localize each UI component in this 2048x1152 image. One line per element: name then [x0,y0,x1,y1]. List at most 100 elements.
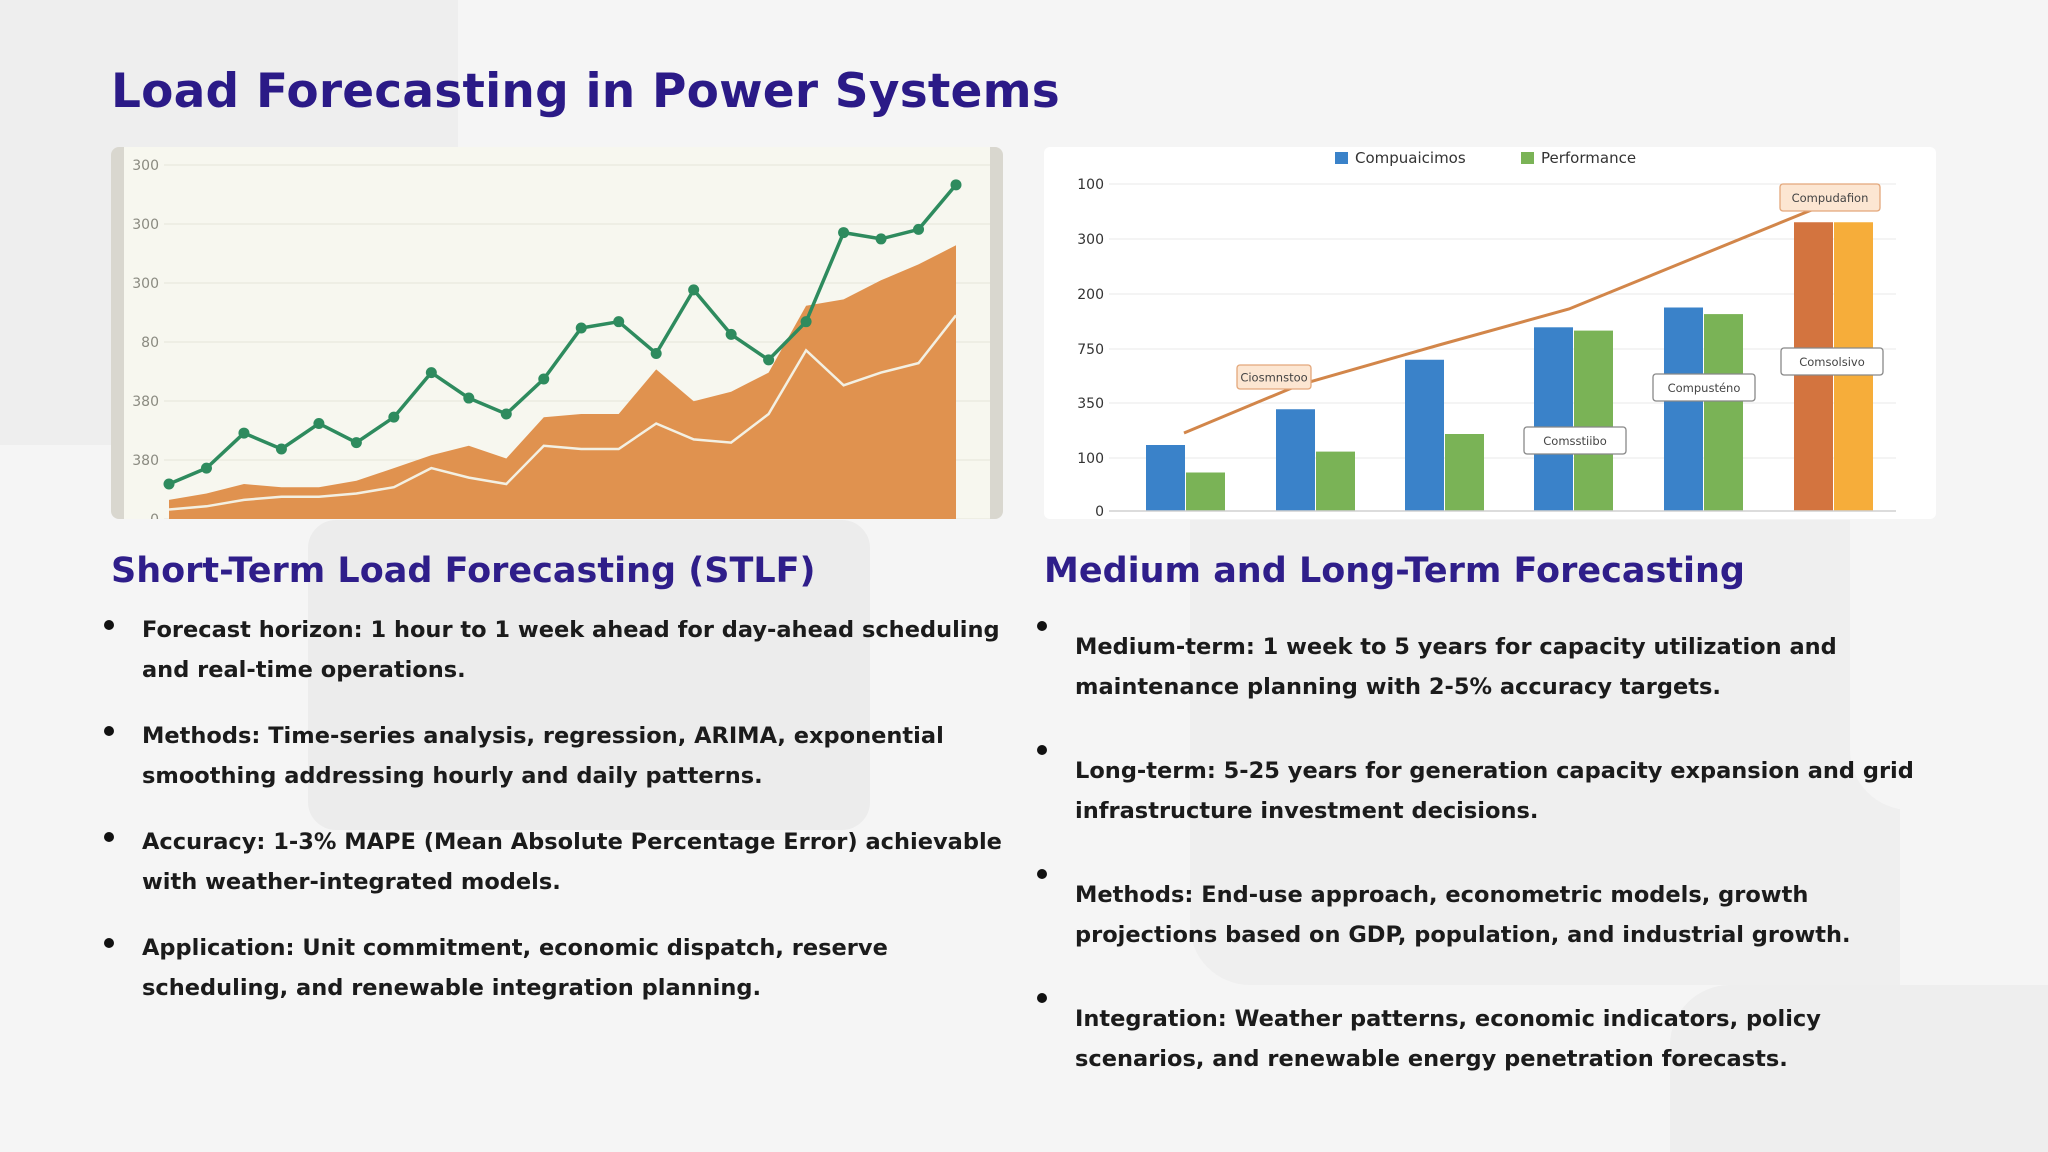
legend-swatch [1335,152,1348,164]
chart-point [163,478,175,490]
annotation-box [1523,426,1627,455]
chart-point [763,354,775,366]
chart-point [463,392,475,404]
stlf-chart-panel: 300 300 300 80 380 380 0 [111,147,1003,519]
chart-point [613,316,625,328]
annotation-label: Comsstiibo [1543,434,1607,448]
list-item: Accuracy: 1-3% MAPE (Mean Absolute Perce… [104,822,1012,902]
chart-point [838,227,850,239]
bullet-text: Methods: End-use approach, econometric m… [1075,882,1851,948]
mltf-chart-panel: 100 300 200 750 350 100 0 Compuaicimos Performa… [1044,147,1936,519]
y-tick-label: 380 [132,453,159,469]
y-tick-label: 100 [1077,451,1104,467]
bar [1664,307,1703,511]
bullet-text: Methods: Time-series analysis, regressio… [142,723,944,789]
bar [1146,445,1185,511]
bar [1405,359,1444,511]
chart-point [500,408,512,420]
chart-area-upper [169,245,956,519]
list-item: Forecast horizon: 1 hour to 1 week ahead… [104,610,1012,690]
annotation-box [1779,183,1881,212]
bullet-icon [104,938,114,948]
bar [1316,451,1355,511]
bullet-text: Application: Unit commitment, economic d… [142,935,888,1001]
chart-point [538,373,550,385]
bar [1186,472,1225,511]
chart-point [350,437,362,449]
list-item: Long-term: 5-25 years for generation cap… [1037,745,1945,831]
background-shape [1670,985,2048,1152]
y-tick-label: 0 [1095,504,1104,519]
y-tick-label: 0 [150,512,159,519]
y-tick-label: 80 [141,335,159,351]
annotation-box [1780,347,1884,376]
stlf-chart-canvas: 300 300 300 80 380 380 0 [124,147,990,519]
annotation-label: Ciosmnstoo [1240,371,1307,385]
slide-title: Load Forecasting in Power Systems [111,64,1060,119]
bullet-icon [104,726,114,736]
annotation-box [1652,373,1756,402]
chart-line-series [168,183,958,486]
bullet-icon [1037,745,1047,755]
y-tick-label: 100 [1077,177,1104,193]
y-tick-label: 300 [132,276,159,292]
background-shape [308,520,870,830]
mltf-bullet-list: Medium-term: 1 week to 5 years for capac… [1037,621,1945,1123]
y-tick-label: 200 [1077,287,1104,303]
stlf-bullet-list: Forecast horizon: 1 hour to 1 week ahead… [104,610,1012,1034]
bullet-text: Integration: Weather patterns, economic … [1075,1006,1821,1072]
list-item: Integration: Weather patterns, economic … [1037,993,1945,1079]
annotation-label: Compusténo [1668,381,1741,395]
chart-point [725,328,737,340]
legend-swatch [1521,152,1534,164]
background-shape [1190,520,1900,985]
bullet-text: Long-term: 5-25 years for generation cap… [1075,758,1914,824]
bullet-icon [1037,869,1047,879]
bar [1704,314,1743,511]
chart-point [200,462,212,474]
list-item: Application: Unit commitment, economic d… [104,928,1012,1008]
mltf-bar-chart: 100 300 200 750 350 100 0 Compuaicimos Performa… [1077,149,1896,519]
stlf-heading: Short-Term Load Forecasting (STLF) [111,551,816,591]
chart-point [875,233,887,245]
y-tick-label: 300 [1077,232,1104,248]
chart-point [688,284,700,296]
chart-point [800,316,812,328]
y-tick-label: 300 [132,158,159,174]
list-item: Medium-term: 1 week to 5 years for capac… [1037,621,1945,707]
chart-point [650,348,662,360]
chart-point [388,411,400,423]
chart-point [950,179,962,191]
annotation-label: Compudafion [1792,191,1869,205]
legend-label: Performance [1541,149,1636,167]
chart-point [238,427,250,439]
bar [1574,330,1613,511]
chart-point [275,443,287,455]
mltf-heading: Medium and Long-Term Forecasting [1044,551,1745,591]
bullet-text: Accuracy: 1-3% MAPE (Mean Absolute Perce… [142,829,1002,895]
bullet-icon [1037,993,1047,1003]
annotation-box [1236,364,1312,390]
chart-area-lower-edge [168,314,957,511]
chart-point [425,367,437,379]
annotation-label: Comsolsivo [1799,355,1865,369]
bullet-icon [1037,621,1047,631]
legend-label: Compuaicimos [1355,149,1466,167]
bullet-text: Medium-term: 1 week to 5 years for capac… [1075,634,1837,700]
bar [1534,327,1573,511]
chart-point [313,418,325,430]
bullet-icon [104,620,114,630]
chart-point [575,322,587,334]
chart-trend-line [1183,207,1815,435]
stlf-area-chart: 300 300 300 80 380 380 0 [132,158,990,519]
bar [1445,434,1484,511]
list-item: Methods: End-use approach, econometric m… [1037,869,1945,955]
list-item: Methods: Time-series analysis, regressio… [104,716,1012,796]
bullet-text: Forecast horizon: 1 hour to 1 week ahead… [142,617,1000,683]
y-tick-label: 350 [1077,396,1104,412]
chart-point [913,223,925,235]
y-tick-label: 380 [132,394,159,410]
bar [1276,409,1315,511]
y-tick-label: 300 [132,217,159,233]
bullet-icon [104,832,114,842]
